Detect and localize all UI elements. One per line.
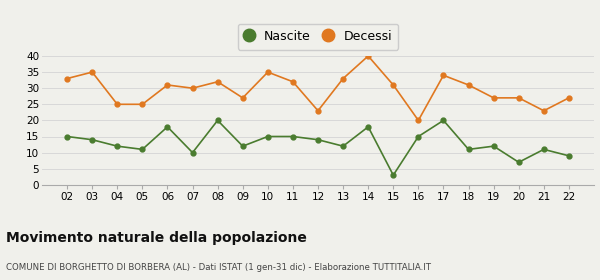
- Text: COMUNE DI BORGHETTO DI BORBERA (AL) - Dati ISTAT (1 gen-31 dic) - Elaborazione T: COMUNE DI BORGHETTO DI BORBERA (AL) - Da…: [6, 263, 431, 272]
- Legend: Nascite, Decessi: Nascite, Decessi: [238, 24, 398, 50]
- Text: Movimento naturale della popolazione: Movimento naturale della popolazione: [6, 231, 307, 245]
